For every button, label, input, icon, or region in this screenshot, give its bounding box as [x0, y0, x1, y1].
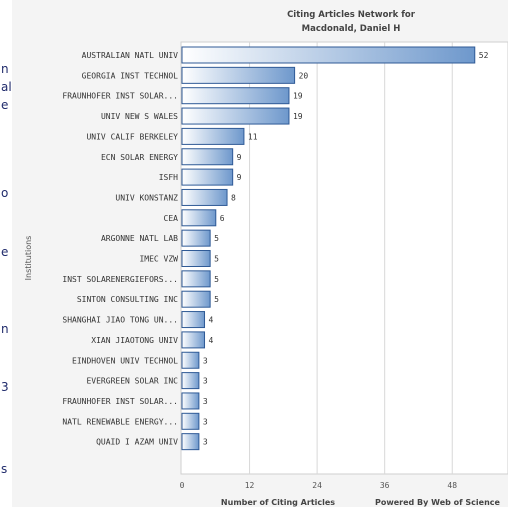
- bar[interactable]: [181, 412, 200, 430]
- y-axis-label: Institutions: [24, 236, 33, 281]
- bar-value-label: 4: [209, 316, 214, 325]
- bar[interactable]: [181, 148, 234, 166]
- bar-value-label: 3: [203, 377, 208, 386]
- bar-value-label: 19: [293, 112, 303, 121]
- cropped-text-fragment: e: [1, 98, 9, 112]
- x-axis-label: Number of Citing Articles: [221, 498, 335, 507]
- category-label: QUAID I AZAM UNIV: [96, 438, 178, 447]
- cropped-text-fragment: n: [1, 322, 9, 336]
- bar[interactable]: [181, 209, 217, 227]
- category-label: NATL RENEWABLE ENERGY...: [62, 417, 178, 426]
- bar-value-label: 9: [237, 173, 242, 182]
- category-label: EINDHOVEN UNIV TECHNOL: [72, 356, 178, 365]
- bar[interactable]: [181, 372, 200, 390]
- bar-value-label: 6: [220, 214, 225, 223]
- bar[interactable]: [181, 331, 206, 349]
- x-axis-ticks: 0 12 24 36 48: [180, 481, 458, 490]
- bar-value-label: 3: [203, 417, 208, 426]
- cropped-text-fragment: e: [1, 245, 9, 259]
- bar[interactable]: [181, 290, 211, 308]
- category-label: INST SOLARENERGIEFORS...: [62, 275, 178, 284]
- category-label: FRAUNHOFER INST SOLAR...: [62, 92, 178, 101]
- bar[interactable]: [181, 392, 200, 410]
- category-label: FRAUNHOFER INST SOLAR...: [62, 397, 178, 406]
- bar-value-label: 3: [203, 438, 208, 447]
- x-tick-label: 0: [180, 481, 185, 490]
- bar-value-label: 5: [214, 275, 219, 284]
- bar-value-label: 5: [214, 234, 219, 243]
- bar[interactable]: [181, 270, 211, 288]
- category-label: SHANGHAI JIAO TONG UN...: [62, 316, 178, 325]
- chart-title-line-1: Citing Articles Network for: [287, 10, 416, 20]
- chart-title-line-2: Macdonald, Daniel H: [302, 24, 401, 34]
- bar[interactable]: [181, 87, 290, 105]
- x-tick-label: 12: [245, 481, 255, 490]
- bar-value-label: 5: [214, 255, 219, 264]
- x-tick-label: 36: [380, 481, 390, 490]
- bar[interactable]: [181, 433, 200, 451]
- plot-area: [180, 41, 508, 475]
- bars-group: AUSTRALIAN NATL UNIV 52 GEORGIA INST TECHN…: [62, 46, 489, 451]
- bar[interactable]: [181, 351, 200, 369]
- bar[interactable]: [181, 250, 211, 267]
- powered-by-credit: Powered By Web of Science: [375, 498, 501, 507]
- category-label: ARGONNE NATL LAB: [101, 234, 178, 243]
- x-tick-label: 24: [312, 481, 322, 490]
- category-label: CEA: [164, 214, 179, 223]
- category-label: ISFH: [159, 173, 178, 182]
- bar[interactable]: [181, 229, 211, 247]
- category-label: SINTON CONSULTING INC: [77, 295, 178, 304]
- bar[interactable]: [181, 188, 228, 206]
- bar[interactable]: [181, 66, 296, 84]
- bar-value-label: 9: [237, 153, 242, 162]
- cropped-text-fragment: o: [1, 186, 9, 200]
- bar[interactable]: [181, 127, 245, 145]
- cropped-text-fragment: s: [1, 462, 8, 476]
- category-label: GEORGIA INST TECHNOL: [82, 71, 179, 80]
- bar-value-label: 20: [299, 71, 309, 80]
- bar-value-label: 3: [203, 397, 208, 406]
- bar-chart: Citing Articles Network for Macdonald, D…: [24, 10, 508, 507]
- bar[interactable]: [181, 107, 290, 125]
- cropped-text-fragment: al: [1, 80, 12, 94]
- x-tick-label: 48: [447, 481, 457, 490]
- bar-value-label: 52: [479, 51, 489, 60]
- bar[interactable]: [181, 46, 476, 64]
- bar-value-label: 8: [231, 193, 236, 202]
- bar-value-label: 11: [248, 132, 258, 141]
- bar-value-label: 19: [293, 92, 303, 101]
- bar-value-label: 4: [209, 336, 214, 345]
- bar-value-label: 3: [203, 356, 208, 365]
- category-label: AUSTRALIAN NATL UNIV: [82, 51, 179, 60]
- category-label: XIAN JIAOTONG UNIV: [91, 336, 178, 345]
- bar[interactable]: [181, 168, 234, 186]
- category-label: UNIV KONSTANZ: [115, 193, 178, 202]
- category-label: ECN SOLAR ENERGY: [101, 153, 178, 162]
- cropped-text-fragment: 3: [1, 380, 9, 394]
- category-label: UNIV CALIF BERKELEY: [86, 132, 178, 141]
- bar[interactable]: [181, 311, 206, 329]
- category-label: EVERGREEN SOLAR INC: [86, 377, 178, 386]
- category-label: UNIV NEW S WALES: [101, 112, 178, 121]
- category-label: IMEC VZW: [139, 255, 178, 264]
- cropped-text-fragment: n: [1, 62, 9, 76]
- bar-value-label: 5: [214, 295, 219, 304]
- chart-panel: Citing Articles Network for Macdonald, D…: [12, 0, 508, 507]
